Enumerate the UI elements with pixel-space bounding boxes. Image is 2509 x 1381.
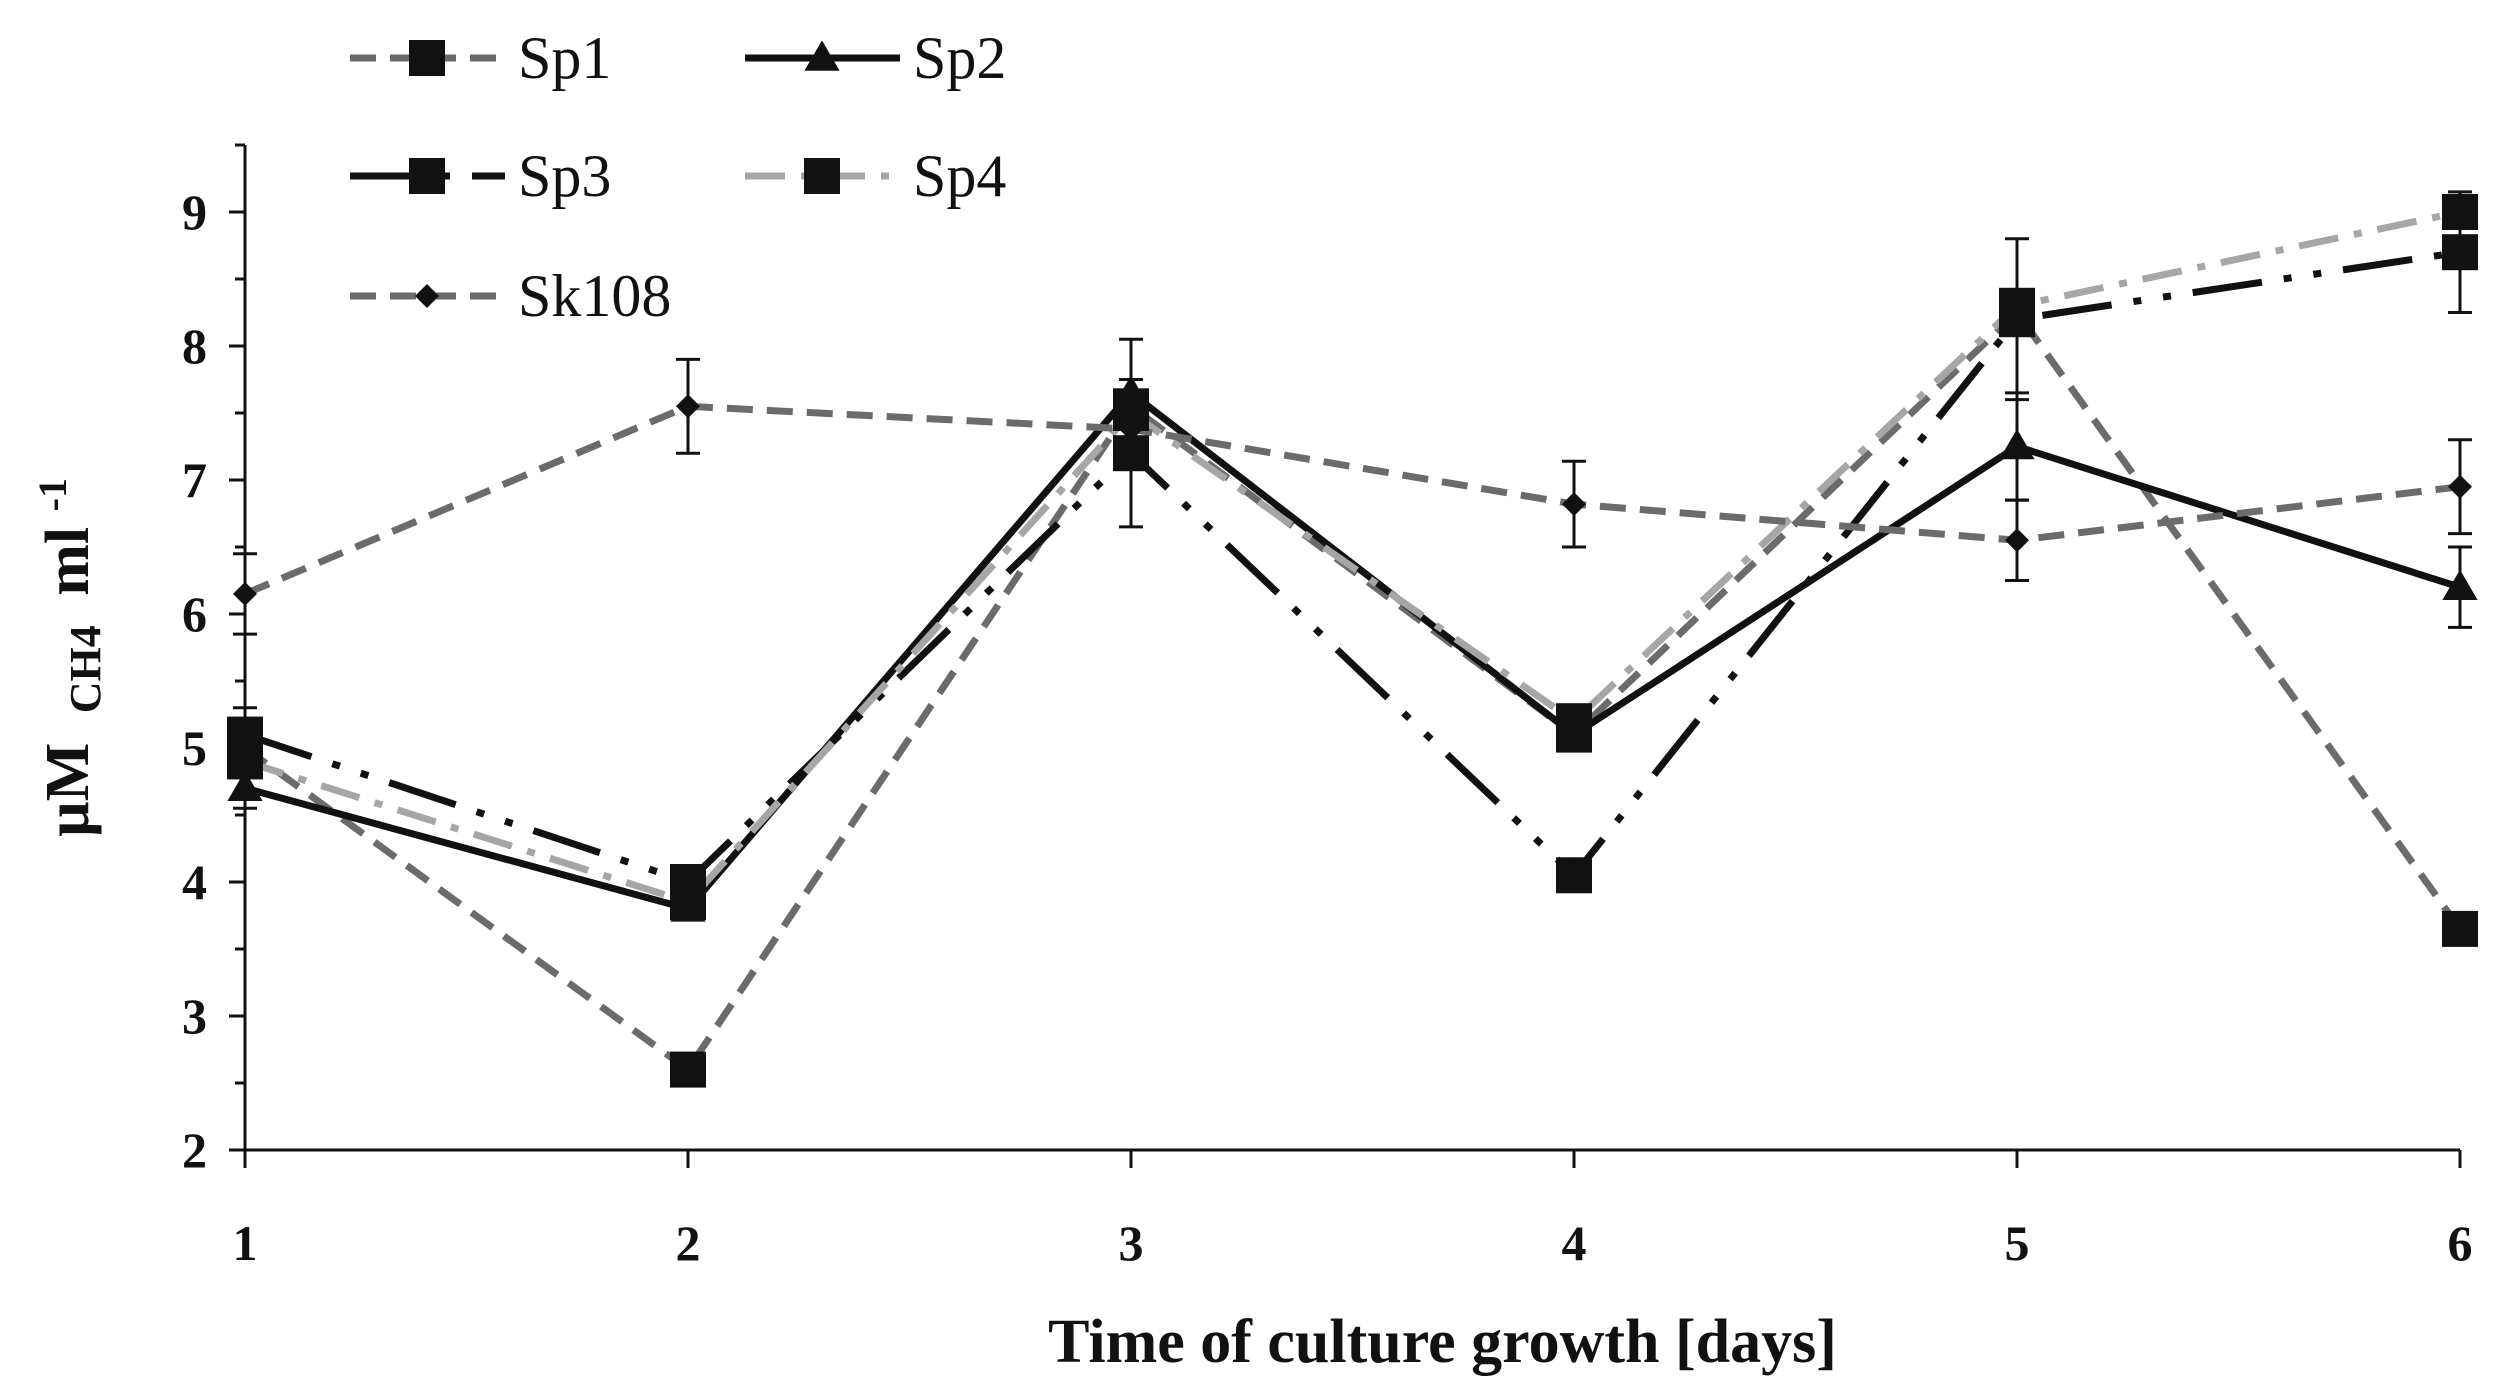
legend-marker-sp4 xyxy=(804,158,840,194)
legend-marker-sp3 xyxy=(409,158,445,194)
y-tick-label: 5 xyxy=(182,720,207,776)
y-tick-label: 3 xyxy=(182,988,207,1044)
y-tick-label: 7 xyxy=(182,452,207,508)
series-line-sp3 xyxy=(243,248,2461,886)
data-point-sp4 xyxy=(2442,194,2478,230)
y-axis-title-sup: -1 xyxy=(30,478,75,511)
y-tick-label: 9 xyxy=(182,184,207,240)
series-line-sp4 xyxy=(243,208,2461,906)
data-point-sp4 xyxy=(1999,287,2035,324)
x-tick-label: 4 xyxy=(1562,1215,1587,1271)
x-tick-label: 6 xyxy=(2448,1215,2473,1271)
data-point-sp4 xyxy=(1556,703,1592,740)
data-point-sk108 xyxy=(1119,417,1143,442)
data-point-sk108 xyxy=(2448,474,2472,499)
y-tick-label: 2 xyxy=(182,1122,207,1178)
data-point-sp1 xyxy=(670,1051,706,1088)
y-tick-label: 4 xyxy=(182,854,207,910)
data-point-sk108 xyxy=(1562,492,1586,517)
legend-label-sp3: Sp3 xyxy=(518,143,611,209)
data-point-sp2 xyxy=(227,770,263,801)
legend-label-sp1: Sp1 xyxy=(518,25,611,91)
data-point-sp4 xyxy=(670,884,706,921)
data-point-sp2 xyxy=(1999,428,2035,460)
y-tick-label: 6 xyxy=(182,586,207,642)
series-line-sk108 xyxy=(243,402,2461,598)
legend-marker-sp2 xyxy=(804,40,840,71)
legend-label-sp4: Sp4 xyxy=(913,143,1006,209)
y-axis-title-sub: CH4 xyxy=(61,625,110,713)
data-point-sp4 xyxy=(227,743,263,780)
data-point-sp3 xyxy=(1113,435,1149,472)
x-tick-label: 5 xyxy=(2005,1215,2030,1271)
y-axis-title-unit: ml xyxy=(34,527,102,596)
legend: Sp1 Sp2 Sp3 Sp4 Sk108 xyxy=(350,25,1006,329)
data-point-sp2 xyxy=(2442,569,2478,600)
x-axis-title: Time of culture growth [days] xyxy=(1048,1308,1837,1376)
legend-marker-sk108 xyxy=(415,284,439,308)
legend-marker-sp1 xyxy=(409,40,445,76)
x-tick-label: 1 xyxy=(233,1215,258,1271)
data-point-sk108 xyxy=(2005,528,2029,553)
y-axis-title-main: µM xyxy=(34,743,102,837)
data-point-sp1 xyxy=(2442,910,2478,947)
data-point-sk108 xyxy=(233,581,257,606)
x-tick-label: 2 xyxy=(676,1215,701,1271)
y-tick-label: 8 xyxy=(182,318,207,374)
series-markers xyxy=(227,194,2478,1088)
data-point-sp3 xyxy=(2442,234,2478,271)
data-point-sk108 xyxy=(676,394,700,419)
series-lines xyxy=(242,208,2463,1074)
x-tick-label: 3 xyxy=(1119,1215,1144,1271)
y-axis-title: µM CH4 ml -1 xyxy=(30,478,114,837)
legend-label-sp2: Sp2 xyxy=(913,25,1006,91)
legend-label-sk108: Sk108 xyxy=(518,263,671,329)
data-point-sp3 xyxy=(1556,857,1592,894)
series-line-sp1 xyxy=(242,309,2463,1074)
